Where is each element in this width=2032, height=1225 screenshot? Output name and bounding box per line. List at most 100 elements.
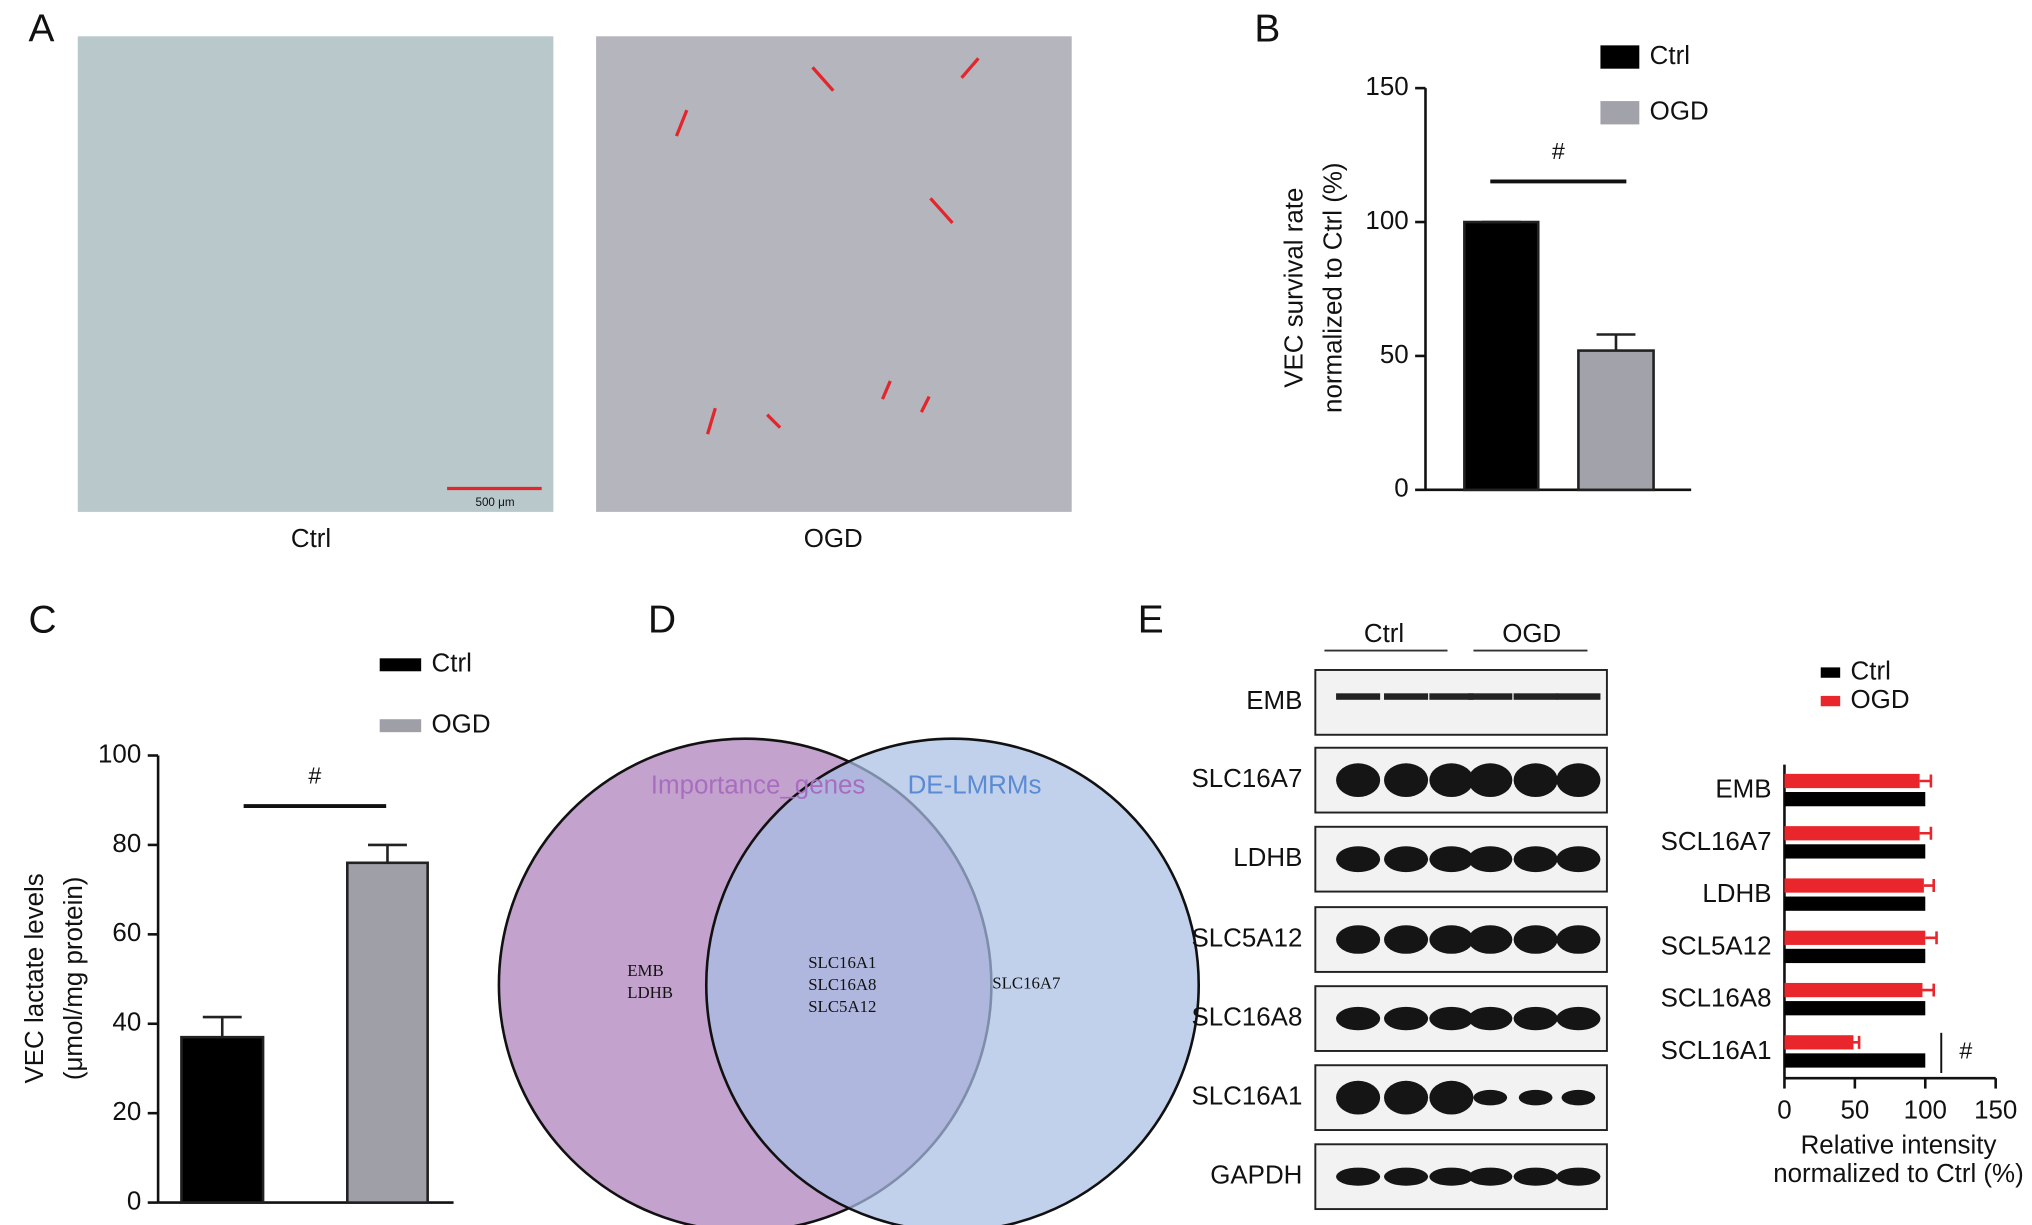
blot-band (1556, 1167, 1601, 1186)
venn-item: LDHB (627, 983, 673, 1002)
blot-row-label: EMB (1246, 687, 1302, 715)
y-tick-label: 100 (98, 740, 141, 768)
panel-label: D (648, 598, 676, 641)
venn-set-label: Importance_genes (651, 771, 866, 799)
panel-label: C (29, 598, 57, 641)
y-tick-label: 0 (127, 1187, 141, 1215)
blot-band (1336, 1006, 1381, 1031)
error-bar (1919, 826, 1933, 840)
micrograph-label: Ctrl (291, 525, 331, 553)
blot-band (1336, 1167, 1381, 1186)
blot-band (1556, 763, 1601, 797)
y-axis-label: VEC lactate levels (21, 873, 49, 1083)
blot-row-label: GAPDH (1210, 1162, 1302, 1190)
y-axis-label: VEC survival rate (1281, 188, 1309, 388)
y-axis-label: (μmol/mg protein) (60, 877, 88, 1081)
blot-band (1556, 1006, 1601, 1031)
y-tick-label: 0 (1394, 475, 1408, 503)
legend-label: Ctrl (1650, 42, 1690, 70)
blot-band (1561, 1089, 1596, 1106)
legend-swatch (1600, 101, 1640, 125)
y-tick-label: 40 (112, 1009, 141, 1037)
legend-swatch (1820, 667, 1841, 678)
micrograph-ctrl (77, 36, 554, 512)
y-tick-label: 150 (1365, 73, 1408, 101)
y-tick-label: EMB (1715, 776, 1771, 804)
error-bar (1853, 1035, 1861, 1049)
blot-band (1384, 763, 1429, 797)
blot-row-label: LDHB (1233, 844, 1302, 872)
figure-content: 500 μm Ctrl OGD Importance_genes DE-LMRM… (21, 7, 2024, 1225)
bar (1784, 878, 1924, 893)
venn-item: SLC16A7 (992, 974, 1060, 993)
y-tick-label: 80 (112, 830, 141, 858)
venn-set-label: DE-LMRMs (908, 771, 1042, 799)
x-tick-label: 0 (1777, 1097, 1791, 1125)
bar (1784, 982, 1923, 998)
blot-band (1468, 1167, 1513, 1186)
venn-item: SLC5A12 (808, 997, 876, 1016)
error-bar (1925, 931, 1938, 945)
blot-band (1429, 1006, 1474, 1031)
error-bar (1922, 983, 1936, 997)
venn-item: SLC16A8 (808, 975, 876, 994)
venn-right (705, 737, 1200, 1225)
legend-label: Ctrl (1851, 657, 1891, 685)
micrograph-ogd (596, 36, 1072, 512)
legend-label: OGD (1650, 98, 1709, 126)
venn-item: EMB (627, 961, 663, 980)
error-bar (1923, 879, 1936, 893)
bar (1463, 220, 1540, 492)
annotation: # (308, 763, 321, 789)
blot-band (1429, 1167, 1474, 1186)
legend-label: OGD (1851, 686, 1910, 714)
x-axis-label: normalized to Ctrl (%) (1773, 1160, 2024, 1188)
bar (180, 1035, 265, 1204)
y-tick-label: 20 (112, 1098, 141, 1126)
blot-row-label: SLC16A7 (1191, 765, 1302, 793)
blot-band (1336, 1080, 1381, 1115)
blot-group: OGD (1502, 620, 1561, 648)
bar (1784, 1001, 1926, 1016)
bar (1784, 826, 1920, 841)
blot-band (1336, 693, 1381, 700)
blot-band (1513, 693, 1558, 700)
legend-swatch (1820, 695, 1841, 707)
blot-band (1468, 693, 1513, 700)
legend-label: Ctrl (432, 650, 472, 678)
bar (1784, 948, 1926, 964)
y-tick-label: SCL16A8 (1661, 985, 1772, 1013)
blot-band (1473, 1089, 1508, 1106)
y-axis-label: normalized to Ctrl (%) (1320, 162, 1348, 412)
legend-swatch (379, 658, 422, 672)
y-tick-label: 100 (1365, 207, 1408, 235)
blot-band (1429, 1080, 1474, 1115)
annotation: # (1959, 1037, 1972, 1063)
blot-band (1513, 1167, 1558, 1186)
blot-band (1429, 925, 1474, 954)
blot-band (1384, 1167, 1429, 1186)
blot-band (1513, 925, 1558, 954)
blot-band (1336, 763, 1381, 797)
x-axis-label: Relative intensity (1801, 1132, 1997, 1160)
bar (1577, 349, 1655, 492)
blot-row-label: SLC16A8 (1191, 1003, 1302, 1031)
blot-band (1556, 846, 1601, 873)
arrows (674, 57, 980, 435)
blot-band (1513, 846, 1558, 873)
blot-band (1336, 846, 1381, 873)
blot-band (1468, 763, 1513, 797)
blot-group: Ctrl (1364, 620, 1404, 648)
micrograph-label: OGD (804, 525, 863, 553)
panel-label: E (1138, 598, 1164, 641)
bar (1784, 1035, 1854, 1050)
bar (1784, 792, 1926, 807)
blot-band (1556, 693, 1601, 700)
bar (1784, 896, 1926, 911)
y-tick-label: SCL16A7 (1661, 828, 1772, 856)
blot-band (1384, 693, 1429, 700)
y-tick-label: SCL5A12 (1661, 932, 1772, 960)
blot-band (1513, 763, 1558, 797)
bar (1784, 1053, 1926, 1068)
